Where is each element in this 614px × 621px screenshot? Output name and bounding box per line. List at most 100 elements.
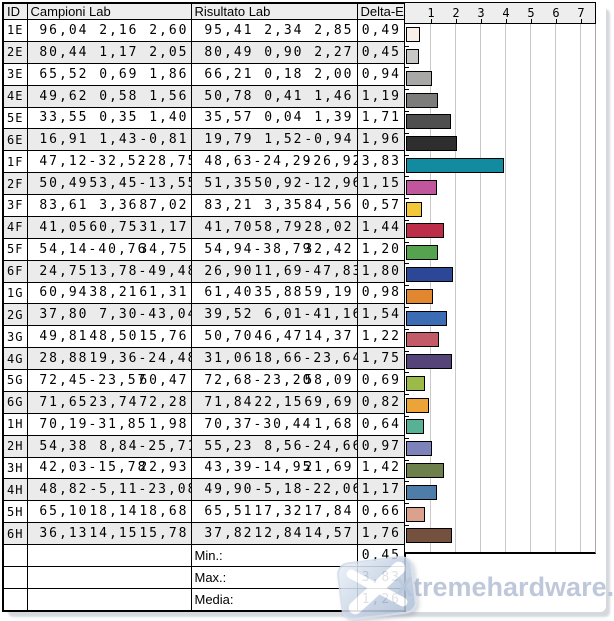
delta-e-bar [406, 397, 429, 413]
axis-tick-label: 4 [502, 6, 510, 20]
table-row[interactable]: 2G 37,80 7,30-43,04 39,52 6,01-41,161,54 [2, 303, 406, 327]
delta-e-value: 1,75 [356, 347, 406, 370]
empty-cell [2, 565, 28, 589]
campioni-lab-value: 71,65 [39, 394, 89, 410]
risultato-lab-value: 48,63 [204, 154, 254, 170]
campioni-lab-value: -23,08 [138, 482, 191, 498]
risultato-lab-value: 1,68 [314, 416, 354, 432]
patch-id: 4G [2, 347, 28, 370]
risultato-lab-values: 26,9011,69-47,83 [190, 259, 358, 283]
risultato-lab-values: 61,4035,8859,19 [190, 281, 358, 305]
campioni-lab-value: 47,12 [39, 154, 89, 170]
table-row[interactable]: 2H 54,38 8,84-25,71 55,23 8,56-24,660,97 [2, 434, 406, 458]
table-row[interactable]: 5E 33,55 0,35 1,40 35,57 0,04 1,39 1,71 [2, 106, 406, 130]
campioni-lab-value: 28,88 [39, 351, 89, 367]
axis-tick-mark [581, 19, 582, 24]
patch-id: 3F [2, 194, 28, 217]
campioni-lab-value: 34,75 [139, 241, 189, 257]
risultato-lab-values: 72,68-23,2058,09 [190, 369, 358, 392]
table-row[interactable]: 6H 36,1314,1515,78 37,8212,8414,57 1,76 [2, 522, 406, 545]
table-row[interactable]: 6E 16,91 1,43-0,81 19,79 1,52-0,94 1,96 [2, 128, 406, 152]
risultato-lab-value: 65,51 [204, 504, 254, 520]
axis-tick-mark [531, 19, 532, 24]
risultato-lab-value: 0,90 [264, 44, 304, 60]
table-row[interactable]: 5F 54,14-40,7634,75 54,94-38,7932,42 1,20 [2, 237, 406, 261]
delta-e-bar [406, 136, 457, 152]
delta-e-bar [406, 288, 433, 304]
table-row[interactable]: 5H 65,1018,1418,68 65,5117,3217,84 0,66 [2, 500, 406, 524]
delta-e-bar [406, 179, 437, 195]
patch-id: 5E [2, 106, 28, 130]
risultato-lab-value: 37,82 [204, 526, 254, 542]
row-boundary-tick [405, 437, 409, 439]
campioni-lab-values: 80,44 1,17 2,05 [26, 40, 192, 64]
campioni-lab-values: 71,6523,7472,28 [26, 390, 192, 414]
campioni-lab-value: 15,78 [139, 526, 189, 542]
campioni-lab-value: 2,05 [149, 44, 189, 60]
campioni-lab-value: 1,56 [149, 88, 189, 104]
campioni-lab-value: 1,40 [149, 110, 189, 126]
campioni-lab-values: 96,04 2,16 2,60 [26, 19, 192, 42]
delta-e-bar [406, 506, 425, 522]
row-boundary-tick [405, 45, 409, 47]
column-header-id: ID [2, 2, 28, 20]
campioni-lab-value: 31,17 [139, 219, 189, 235]
risultato-lab-value: 1,39 [314, 110, 354, 126]
axis-tick-mark [506, 19, 507, 24]
table-row[interactable]: 4E 49,62 0,58 1,56 50,78 0,41 1,46 1,19 [2, 84, 406, 108]
delta-e-bar [406, 114, 451, 130]
row-boundary-tick [405, 285, 409, 287]
risultato-lab-value: 17,32 [254, 504, 304, 520]
measurement-table: ID Campioni Lab Risultato Lab Delta-E 1E… [2, 2, 406, 612]
campioni-lab-value: -24,48 [138, 351, 191, 367]
risultato-lab-value: -41,16 [303, 307, 357, 323]
campioni-lab-value: 36,13 [39, 526, 89, 542]
table-row[interactable]: 3F 83,61 3,3687,02 83,21 3,3584,56 0,57 [2, 194, 406, 217]
table-row[interactable]: 4F 41,0560,7531,17 41,7058,7928,02 1,44 [2, 215, 406, 239]
campioni-lab-value: 60,75 [89, 219, 139, 235]
risultato-lab-values: 37,8212,8414,57 [190, 522, 358, 545]
patch-id: 5F [2, 237, 28, 261]
table-row[interactable]: 3G 49,8148,5015,76 50,7046,4714,37 1,22 [2, 325, 406, 349]
risultato-lab-value: 58,09 [304, 372, 354, 388]
table-row[interactable]: 2E 80,44 1,17 2,05 80,49 0,90 2,27 0,45 [2, 40, 406, 64]
table-row[interactable]: 3H 42,03-15,7822,93 43,39-14,9521,69 1,42 [2, 456, 406, 480]
table-row[interactable]: 6G 71,6523,7472,28 71,8422,1569,69 0,82 [2, 390, 406, 414]
row-boundary-tick [405, 241, 409, 243]
table-row[interactable]: 1G 60,9438,2161,31 61,4035,8859,19 0,98 [2, 281, 406, 305]
campioni-lab-value: -0,81 [139, 132, 189, 148]
campioni-lab-values: 24,7513,78-49,48 [26, 259, 192, 283]
risultato-lab-values: 51,3550,92-12,96 [190, 172, 358, 195]
campioni-lab-value: 53,45 [89, 176, 139, 192]
risultato-lab-values: 43,39-14,9521,69 [190, 456, 358, 480]
delta-e-value: 3,83 [356, 150, 406, 174]
row-boundary-tick [405, 67, 409, 69]
patch-id: 3H [2, 456, 28, 480]
campioni-lab-value: 83,61 [39, 197, 89, 213]
delta-e-value: 0,64 [356, 412, 406, 436]
delta-e-value: 1,44 [356, 215, 406, 239]
row-boundary-tick [405, 89, 409, 91]
table-row[interactable]: 3E 65,52 0,69 1,86 66,21 0,18 2,00 0,94 [2, 62, 406, 86]
axis-tick-mark [556, 19, 557, 24]
table-row[interactable]: 5G 72,45-23,5760,47 72,68-23,2058,09 0,69 [2, 369, 406, 392]
risultato-lab-value: 2,34 [264, 22, 304, 38]
risultato-lab-values: 66,21 0,18 2,00 [190, 62, 358, 86]
table-row[interactable]: 1E 96,04 2,16 2,60 95,41 2,34 2,85 0,49 [2, 19, 406, 42]
risultato-lab-value: 14,37 [304, 329, 354, 345]
empty-cell [26, 544, 192, 567]
chart-gridline [480, 24, 481, 552]
patch-id: 5H [2, 500, 28, 524]
patch-id: 5G [2, 369, 28, 392]
risultato-lab-value: 43,39 [204, 460, 254, 476]
empty-cell [26, 587, 192, 612]
patch-id: 4H [2, 478, 28, 502]
delta-e-value: 0,69 [356, 369, 406, 392]
table-row[interactable]: 1H 70,19-31,85 1,98 70,37-30,44 1,68 0,64 [2, 412, 406, 436]
campioni-lab-value: -23,57 [88, 372, 148, 388]
